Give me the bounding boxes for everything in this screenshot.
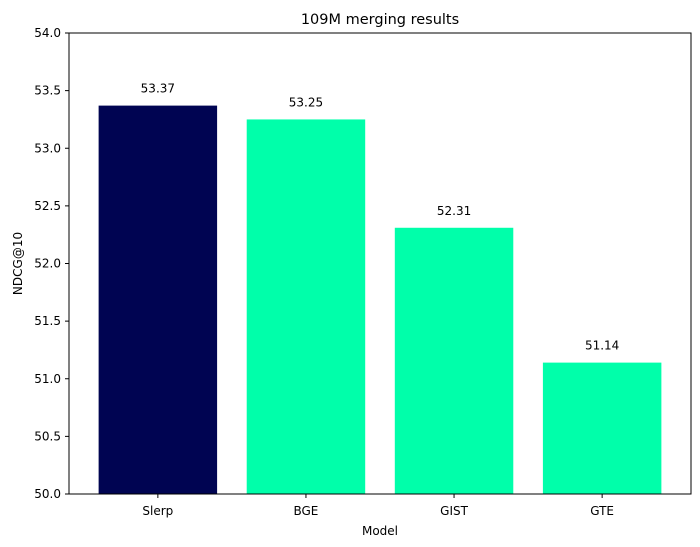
data-label-gist: 52.31 <box>437 204 471 218</box>
y-axis-title: NDCG@10 <box>11 232 25 295</box>
x-axis-title: Model <box>362 524 398 538</box>
data-label-slerp: 53.37 <box>141 82 175 96</box>
data-labels-group: 53.37 53.25 52.31 51.14 <box>141 82 620 353</box>
y-tick-label-6: 53.0 <box>34 141 61 155</box>
bar-bge <box>246 119 366 494</box>
y-tick-label-5: 52.5 <box>34 199 61 213</box>
y-tick-label-1: 50.5 <box>34 429 61 443</box>
data-label-bge: 53.25 <box>289 95 323 109</box>
y-tick-label-7: 53.5 <box>34 84 61 98</box>
plot-frame <box>68 32 692 495</box>
bar-gte <box>542 362 662 494</box>
x-tick-label-gte: GTE <box>590 504 614 518</box>
y-tick-label-2: 51.0 <box>34 372 61 386</box>
y-axis: 50.0 50.5 51.0 51.5 52.0 52.5 53.0 53.5 54.0 <box>34 26 69 501</box>
x-tick-label-gist: GIST <box>440 504 468 518</box>
bars-group <box>98 105 662 495</box>
data-label-gte: 51.14 <box>585 339 619 353</box>
chart-title: 109M merging results <box>301 12 459 28</box>
bar-slerp <box>98 105 218 495</box>
y-tick-label-8: 54.0 <box>34 26 61 40</box>
x-axis: Slerp BGE GIST GTE <box>142 494 614 518</box>
y-tick-label-4: 52.0 <box>34 257 61 271</box>
y-tick-label-0: 50.0 <box>34 487 61 501</box>
y-tick-label-3: 51.5 <box>34 314 61 328</box>
x-tick-label-slerp: Slerp <box>142 504 173 518</box>
bar-gist <box>394 227 514 494</box>
x-tick-label-bge: BGE <box>293 504 318 518</box>
